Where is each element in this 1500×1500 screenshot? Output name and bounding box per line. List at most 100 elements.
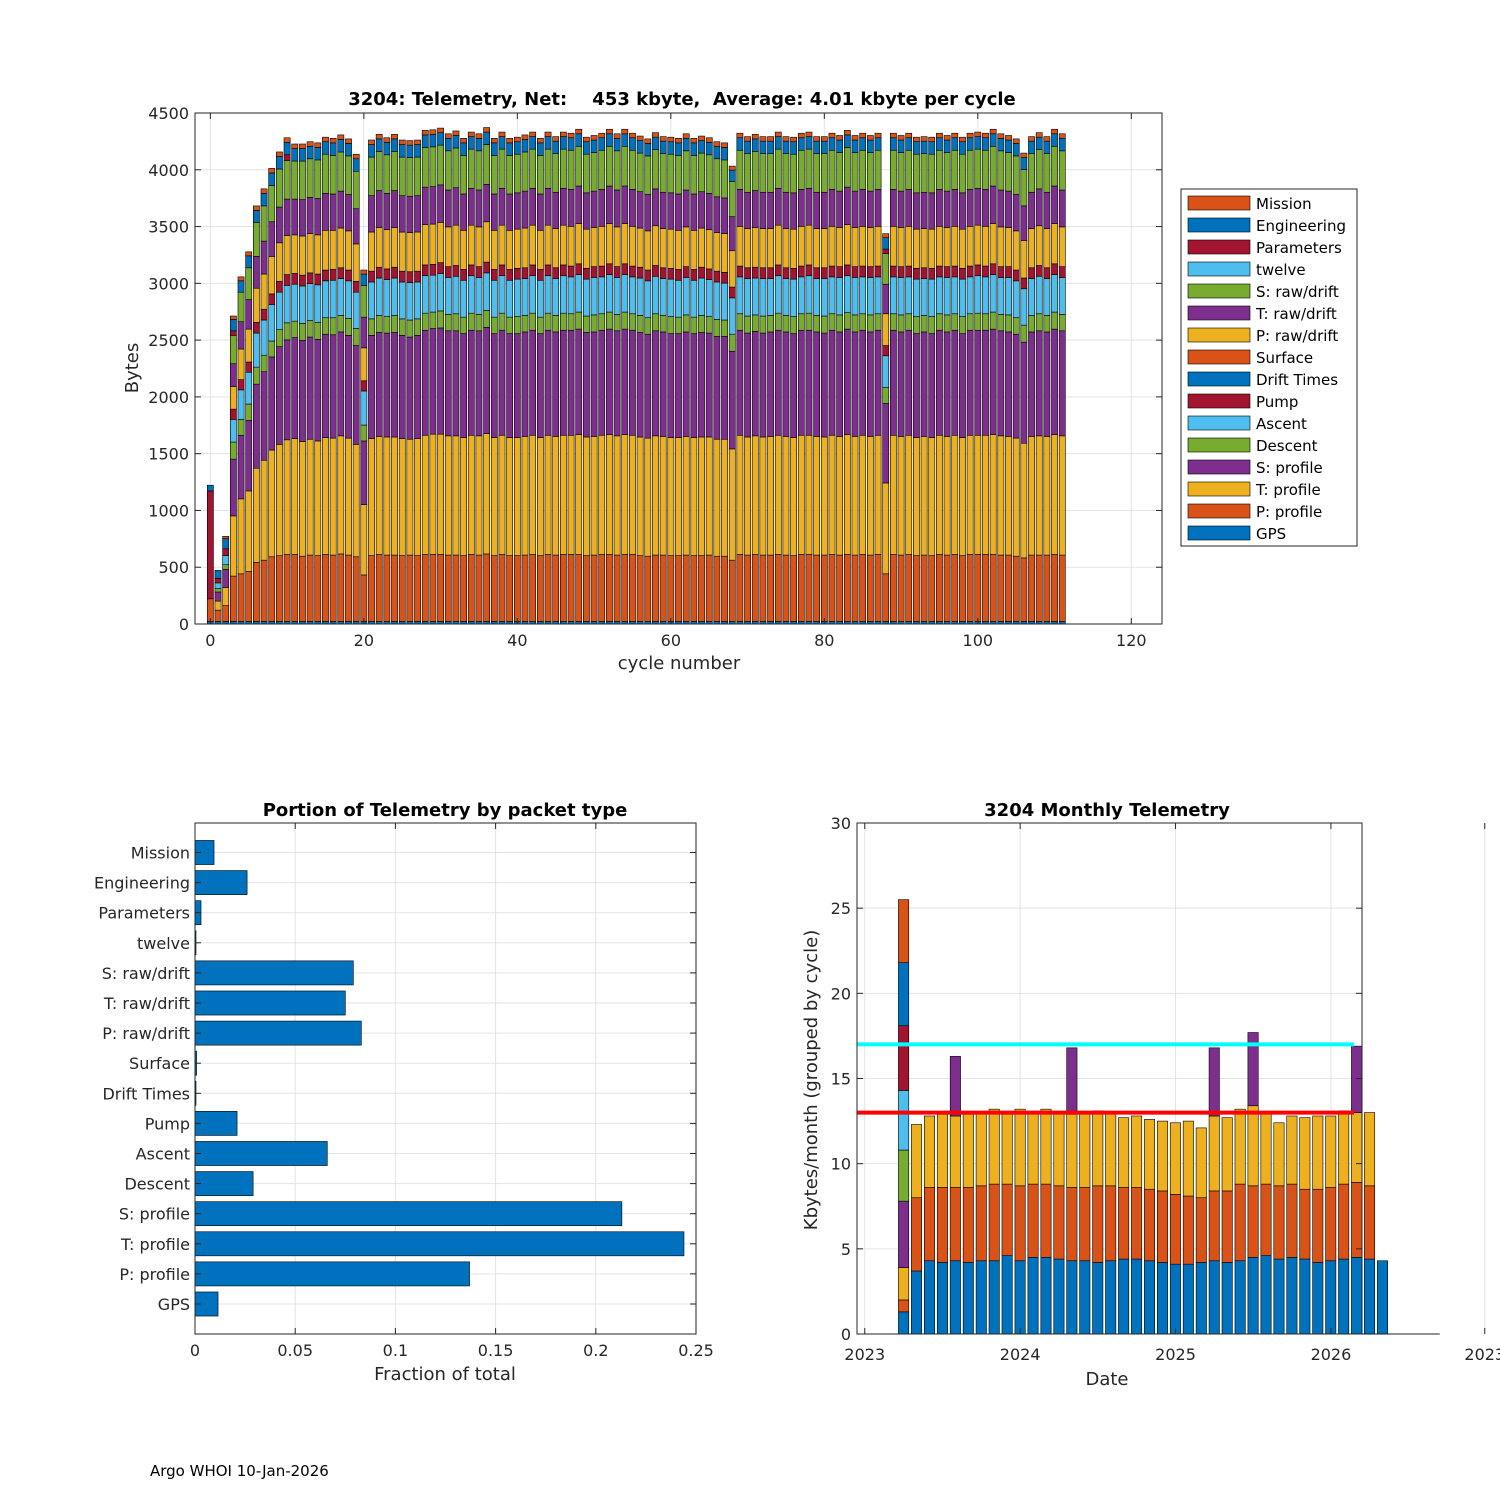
bar-segment — [744, 436, 751, 556]
bar-segment — [429, 433, 437, 555]
bar-segment — [253, 321, 260, 334]
bar-segment — [744, 332, 751, 438]
bar-segment — [951, 313, 959, 331]
bar-segment — [606, 185, 613, 224]
bar-segment — [897, 135, 905, 141]
bar-segment — [767, 228, 774, 269]
bar-segment — [345, 230, 352, 271]
bar-segment — [237, 434, 245, 500]
bar-segment — [513, 268, 521, 280]
month-bar-segment — [1027, 1257, 1039, 1335]
bar-segment — [552, 315, 560, 333]
bar-segment — [805, 148, 813, 189]
bar-segment — [728, 350, 736, 450]
bar-segment — [982, 265, 989, 278]
bar-segment — [982, 137, 989, 151]
bar-segment — [375, 554, 383, 622]
month-bar-segment — [1182, 1120, 1194, 1197]
month-bar-segment — [1208, 1115, 1220, 1192]
bar-segment — [337, 435, 345, 555]
month-bar-segment — [1221, 1117, 1233, 1192]
bar-segment — [851, 135, 859, 141]
legend-swatch — [1187, 481, 1251, 497]
bar-segment — [475, 330, 483, 437]
legend-label: Mission — [1256, 195, 1312, 213]
bar-segment — [621, 311, 629, 330]
bar-segment — [890, 276, 897, 315]
bar-segment — [882, 355, 890, 388]
bar-segment — [890, 434, 897, 555]
month-bar-segment — [1027, 1112, 1039, 1185]
bar-segment — [682, 133, 690, 139]
bar-segment — [475, 266, 483, 278]
category-label: P: raw/drift — [102, 1024, 190, 1043]
bar-segment — [736, 313, 744, 331]
bar-segment — [751, 266, 759, 279]
month-bar-segment — [1247, 1032, 1259, 1107]
bar-segment — [890, 554, 897, 622]
month-bar-segment — [1066, 1260, 1078, 1335]
bar-segment — [882, 253, 890, 285]
cycle-chart-ticks: 0 500 1000 1500 2000 2500 3000 3500 4000 4500 0 20 4… — [148, 104, 1162, 650]
bar-segment — [897, 266, 905, 278]
bar-segment — [544, 131, 552, 137]
bar-segment — [283, 554, 291, 622]
bar-segment — [621, 554, 629, 622]
month-bar-segment — [1079, 1187, 1091, 1262]
bar-segment — [345, 194, 352, 232]
bar-segment — [621, 274, 629, 313]
bar-segment — [1051, 263, 1058, 275]
bar-segment — [997, 314, 1005, 332]
bar-segment — [652, 554, 659, 622]
bar-segment — [1012, 194, 1020, 232]
bar-segment — [406, 157, 414, 197]
month-bar-segment — [949, 1115, 961, 1188]
bar-segment — [444, 226, 452, 267]
bar-segment — [1028, 136, 1035, 142]
bar-segment — [959, 192, 966, 230]
x-tick-label: 120 — [1116, 631, 1147, 650]
bar-segment — [636, 227, 644, 268]
bar-segment — [583, 436, 590, 556]
bar-segment — [682, 150, 690, 191]
bar-segment — [230, 335, 237, 365]
bar-segment — [230, 386, 237, 410]
bar-segment — [276, 206, 283, 244]
bar-segment — [836, 190, 844, 228]
bar-segment — [859, 137, 867, 151]
bar-segment — [583, 153, 590, 194]
bar-segment — [721, 159, 728, 199]
bar-segment — [690, 193, 698, 231]
bar-segment — [652, 132, 659, 138]
bar-segment — [567, 434, 575, 555]
category-label: Descent — [124, 1175, 190, 1194]
bar-segment — [652, 136, 659, 150]
bar-segment — [774, 434, 782, 555]
bar-segment — [813, 267, 821, 279]
bar-segment — [452, 265, 460, 277]
bar-segment — [368, 231, 375, 272]
bar-segment — [805, 136, 813, 150]
bar-segment — [782, 228, 790, 269]
bar-segment — [820, 153, 828, 193]
bar-segment — [253, 332, 260, 368]
bar-segment — [306, 272, 314, 284]
bar-segment — [391, 554, 398, 622]
bar-segment — [913, 437, 920, 556]
bar-segment — [705, 193, 713, 231]
bar-segment — [820, 267, 828, 279]
x-tick-label: 20 — [354, 631, 374, 650]
bar-segment — [260, 308, 268, 321]
bar-segment — [337, 151, 345, 192]
bar-segment — [1028, 331, 1035, 437]
bar-segment — [943, 266, 951, 278]
bar-segment — [690, 333, 698, 438]
bar-segment — [314, 159, 322, 199]
bar-segment — [751, 138, 759, 152]
y-tick-label: 500 — [158, 558, 189, 577]
bar-segment — [774, 187, 782, 226]
bar-segment — [859, 149, 867, 190]
bar-segment — [943, 152, 951, 192]
bar-segment — [843, 554, 851, 622]
bar-segment — [337, 553, 345, 622]
